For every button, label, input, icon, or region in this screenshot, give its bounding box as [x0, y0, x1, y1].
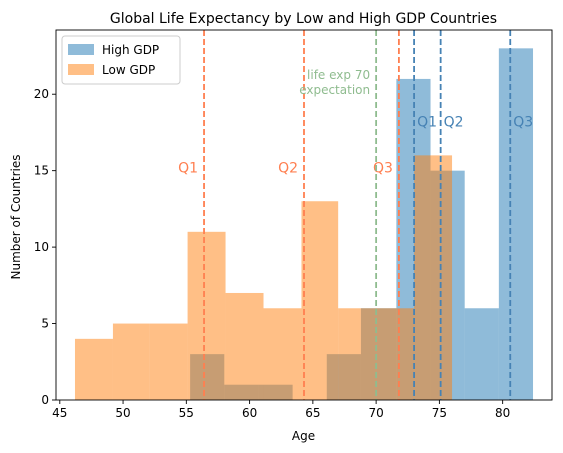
reference-line-label-1: Q2 [278, 161, 298, 177]
y-tick-label-4: 20 [34, 87, 49, 101]
high-gdp-bar-8 [464, 308, 499, 400]
low-gdp-bars [74, 155, 453, 400]
x-tick-label-5: 70 [368, 406, 383, 420]
low-gdp-bar-2 [149, 323, 188, 400]
y-tick-label-3: 15 [34, 164, 49, 178]
y-tick-label-1: 5 [41, 317, 49, 331]
legend-label-1: Low GDP [102, 63, 155, 77]
reference-line-label-2: Q3 [373, 161, 393, 177]
legend-label-0: High GDP [102, 43, 159, 57]
reference-line-label-5: Q3 [513, 115, 533, 131]
reference-line-label-4: Q2 [444, 115, 464, 131]
reference-line-label-6-1: expectation [299, 83, 370, 97]
x-axis-label: Age [292, 429, 315, 443]
y-axis-label: Number of Countries [9, 155, 23, 280]
low-gdp-bar-0 [74, 338, 113, 400]
legend-swatch-0 [68, 44, 94, 55]
reference-line-label-0: Q1 [178, 161, 198, 177]
x-tick-label-3: 60 [242, 406, 257, 420]
low-gdp-bar-7 [338, 308, 377, 400]
low-gdp-bar-5 [263, 308, 302, 400]
legend: High GDP Low GDP [61, 35, 181, 85]
reference-line-label-3: Q1 [417, 115, 437, 131]
y-tick-label-2: 10 [34, 240, 49, 254]
low-gdp-bar-1 [112, 323, 150, 400]
low-gdp-bar-6 [301, 201, 339, 400]
axes: 45 50 55 60 65 70 75 80 0 5 10 15 20 [34, 29, 553, 420]
reference-line-label-6-0: life exp 70 [307, 68, 370, 82]
low-gdp-bar-4 [225, 292, 264, 400]
x-tick-label-7: 80 [495, 406, 510, 420]
low-gdp-bar-3 [187, 231, 226, 400]
legend-swatch-1 [68, 64, 94, 75]
x-tick-label-2: 55 [179, 406, 194, 420]
y-tick-label-0: 0 [41, 393, 49, 407]
low-gdp-bar-8 [376, 308, 415, 400]
x-tick-label-0: 45 [52, 406, 67, 420]
x-tick-label-1: 50 [115, 406, 130, 420]
chart-title: Global Life Expectancy by Low and High G… [110, 11, 497, 27]
x-tick-label-6: 75 [432, 406, 447, 420]
x-tick-label-4: 65 [305, 406, 320, 420]
high-gdp-bar-9 [498, 48, 534, 400]
low-gdp-bar-9 [414, 155, 453, 400]
plot-frame [55, 29, 553, 401]
